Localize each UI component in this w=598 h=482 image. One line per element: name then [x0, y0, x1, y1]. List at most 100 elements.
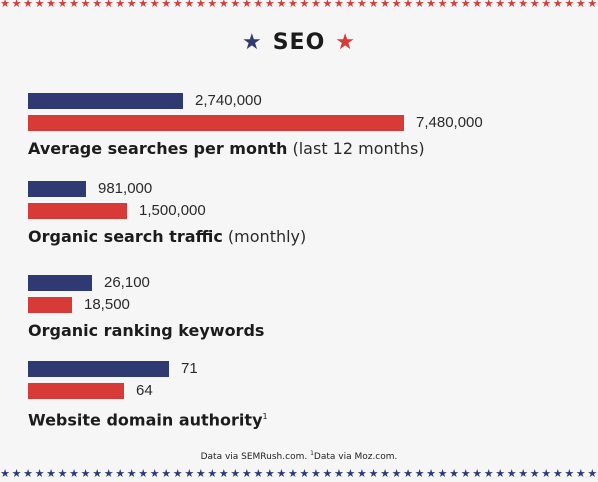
data-label: 18,500: [84, 296, 130, 313]
border-star-icon: ★: [299, 0, 310, 10]
border-star-icon: ★: [322, 0, 333, 10]
data-label: 71: [181, 360, 198, 377]
border-star-icon: ★: [483, 0, 494, 10]
border-star-icon: ★: [184, 467, 195, 480]
border-star-icon: ★: [264, 0, 275, 10]
border-star-icon: ★: [414, 467, 425, 480]
border-star-icon: ★: [207, 0, 218, 10]
border-star-icon: ★: [264, 467, 275, 480]
bar-red: [28, 383, 124, 399]
border-star-icon: ★: [460, 0, 471, 10]
border-star-icon: ★: [334, 467, 344, 480]
border-star-icon: ★: [241, 467, 252, 480]
border-star-icon: ★: [195, 0, 206, 10]
border-star-icon: ★: [541, 0, 552, 10]
bar-blue: [28, 93, 183, 109]
chart-title-row: ★ SEO ★: [0, 30, 598, 55]
border-star-icon: ★: [184, 0, 195, 10]
category-label-note: (last 12 months): [287, 139, 425, 158]
border-star-icon: ★: [253, 0, 264, 10]
footnote-text-1: Data via SEMRush.com.: [200, 452, 311, 462]
bar-red: [28, 115, 404, 131]
border-star-icon: ★: [69, 467, 80, 480]
data-label: 1,500,000: [139, 202, 206, 219]
border-star-icon: ★: [449, 467, 460, 480]
chart-title: SEO: [272, 30, 326, 55]
data-label: 64: [136, 382, 153, 399]
category-label: Organic ranking keywords: [28, 321, 264, 341]
border-star-icon: ★: [345, 467, 356, 480]
border-star-icon: ★: [472, 467, 483, 480]
border-star-icon: ★: [195, 467, 206, 480]
border-star-icon: ★: [310, 467, 321, 480]
border-star-icon: ★: [115, 0, 126, 10]
footnote: Data via SEMRush.com. 1Data via Moz.com.: [0, 450, 598, 462]
border-star-icon: ★: [218, 467, 229, 480]
border-star-icon: ★: [276, 0, 287, 10]
border-star-icon: ★: [11, 467, 22, 480]
border-star-icon: ★: [34, 467, 45, 480]
category-label-main: Organic ranking keywords: [28, 321, 265, 340]
category-label: Organic search traffic (monthly): [28, 227, 306, 247]
border-star-icon: ★: [92, 467, 103, 480]
footnote-sup: 1: [310, 450, 314, 457]
border-star-icon: ★: [230, 467, 241, 480]
border-star-icon: ★: [172, 0, 183, 10]
border-star-icon: ★: [69, 0, 80, 10]
border-star-icon: ★: [34, 0, 45, 10]
border-star-icon: ★: [23, 467, 33, 480]
border-star-icon: ★: [161, 0, 172, 10]
border-star-icon: ★: [103, 0, 114, 10]
border-star-icon: ★: [426, 467, 437, 480]
category-label-main: Organic search traffic: [28, 227, 223, 246]
border-star-icon: ★: [345, 0, 356, 10]
border-star-icon: ★: [287, 0, 298, 10]
border-star-icon: ★: [368, 467, 379, 480]
border-star-icon: ★: [529, 467, 540, 480]
border-star-icon: ★: [46, 467, 56, 480]
border-star-icon: ★: [103, 467, 114, 480]
border-star-icon: ★: [138, 467, 149, 480]
data-label: 7,480,000: [416, 114, 483, 131]
border-star-icon: ★: [552, 0, 563, 10]
border-star-icon: ★: [126, 0, 137, 10]
border-star-icon: ★: [380, 0, 390, 10]
border-star-icon: ★: [506, 0, 517, 10]
border-star-icon: ★: [506, 467, 517, 480]
border-star-icon: ★: [403, 467, 413, 480]
border-star-icon: ★: [115, 467, 126, 480]
border-star-icon: ★: [0, 0, 10, 10]
border-star-icon: ★: [218, 0, 229, 10]
category-label-note: (monthly): [222, 227, 307, 246]
border-star-icon: ★: [564, 0, 575, 10]
border-star-icon: ★: [310, 0, 321, 10]
border-star-icon: ★: [472, 0, 483, 10]
top-star-border: ★ ★ ★ ★ ★ ★ ★ ★ ★ ★ ★ ★ ★ ★ ★ ★ ★ ★ ★ ★ ★ ★ ★ ★ ★ ★ ★ ★ ★ ★ ★ ★ ★ ★ ★ ★ ★ ★ ★ ★…: [0, 0, 598, 11]
border-star-icon: ★: [92, 0, 103, 10]
bar-blue: [28, 181, 86, 197]
border-star-icon: ★: [207, 467, 218, 480]
border-star-icon: ★: [172, 467, 183, 480]
border-star-icon: ★: [575, 467, 586, 480]
border-star-icon: ★: [230, 0, 241, 10]
border-star-icon: ★: [380, 467, 390, 480]
border-star-icon: ★: [57, 0, 68, 10]
border-star-icon: ★: [587, 467, 598, 480]
border-star-icon: ★: [518, 0, 529, 10]
border-star-icon: ★: [126, 467, 137, 480]
border-star-icon: ★: [299, 467, 310, 480]
border-star-icon: ★: [368, 0, 379, 10]
data-label: 2,740,000: [195, 92, 262, 109]
border-star-icon: ★: [334, 0, 344, 10]
border-star-icon: ★: [80, 467, 91, 480]
bar-red: [28, 297, 72, 313]
bar-blue: [28, 361, 169, 377]
bar-red: [28, 203, 127, 219]
data-label: 26,100: [104, 274, 150, 291]
data-label: 981,000: [98, 180, 153, 197]
border-star-icon: ★: [575, 0, 586, 10]
border-star-icon: ★: [322, 467, 333, 480]
border-star-icon: ★: [495, 0, 506, 10]
border-star-icon: ★: [149, 467, 160, 480]
border-star-icon: ★: [495, 467, 506, 480]
